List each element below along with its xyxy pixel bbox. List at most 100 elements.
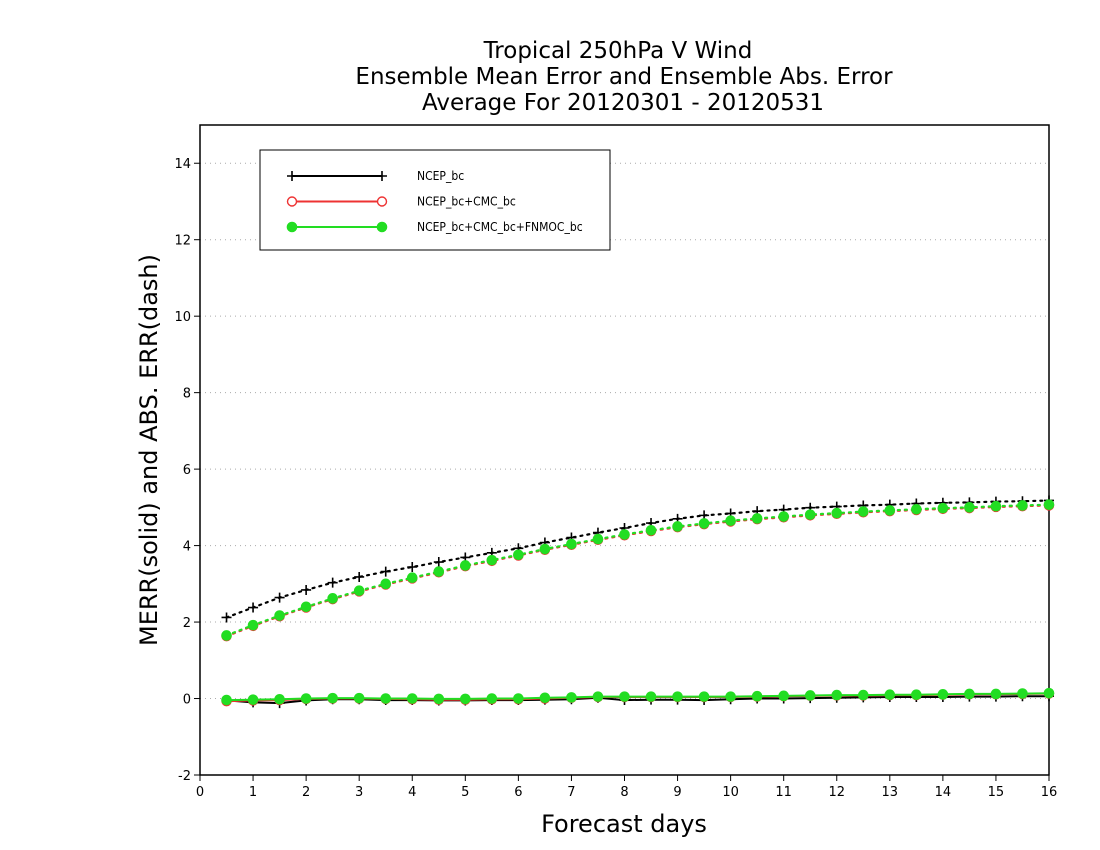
x-tick-label: 12 xyxy=(828,785,845,800)
data-point-circle-filled xyxy=(937,689,949,700)
data-point-circle-filled xyxy=(433,566,445,577)
data-point-circle-filled xyxy=(539,543,551,555)
data-point-circle-filled xyxy=(566,692,577,703)
data-point-circle-filled xyxy=(619,529,630,540)
data-point-circle-filled xyxy=(286,221,298,233)
x-tick-label: 7 xyxy=(567,785,575,800)
data-point-plus xyxy=(407,562,418,572)
x-tick-label: 14 xyxy=(935,785,952,800)
y-tick-label: 8 xyxy=(183,387,191,402)
y-tick-label: 10 xyxy=(174,310,191,325)
data-point-circle-filled xyxy=(672,521,683,532)
title-line-1: Tropical 250hPa V Wind xyxy=(483,38,753,64)
data-point-circle-filled xyxy=(1043,499,1055,510)
data-point-circle-filled xyxy=(380,578,392,590)
data-point-circle-filled xyxy=(645,524,657,536)
data-point-circle-filled xyxy=(486,554,498,566)
x-tick-label: 1 xyxy=(249,785,257,800)
data-point-circle-filled xyxy=(274,693,285,705)
y-tick-label: 2 xyxy=(183,616,191,631)
data-point-circle-filled xyxy=(300,693,312,704)
data-point-circle-filled xyxy=(831,507,843,519)
data-point-circle-filled xyxy=(247,619,259,631)
y-tick-label: 4 xyxy=(183,540,191,555)
data-point-plus xyxy=(327,577,338,588)
data-point-plus xyxy=(221,612,232,623)
x-tick-label: 4 xyxy=(408,785,416,800)
data-point-circle-filled xyxy=(460,693,471,705)
legend-label: NCEP_bc+CMC_bc xyxy=(417,195,516,209)
data-point-circle-filled xyxy=(725,515,736,527)
title-line-3: Average For 20120301 - 20120531 xyxy=(422,90,824,116)
data-point-circle-filled xyxy=(804,690,816,701)
x-tick-label: 8 xyxy=(620,785,628,800)
data-point-plus xyxy=(274,592,285,603)
data-point-circle-filled xyxy=(539,692,551,704)
y-tick-label: 14 xyxy=(174,157,191,172)
x-tick-label: 2 xyxy=(302,785,310,800)
y-tick-label: 12 xyxy=(174,234,191,249)
data-point-circle-filled xyxy=(221,694,232,706)
data-point-circle-filled xyxy=(221,630,232,641)
data-point-circle-filled xyxy=(1017,500,1028,511)
data-point-circle-filled xyxy=(300,601,312,613)
data-point-circle-filled xyxy=(433,693,445,705)
data-point-circle-filled xyxy=(778,690,789,702)
y-axis-label: MERR(solid) and ABS. ERR(dash) xyxy=(135,254,163,646)
data-point-circle-filled xyxy=(274,610,285,621)
data-point-circle-filled xyxy=(964,502,975,513)
data-point-plus xyxy=(248,602,259,613)
data-point-circle-filled xyxy=(937,502,949,514)
data-point-circle-filled xyxy=(778,511,789,522)
data-point-circle-filled xyxy=(460,560,471,571)
data-point-circle-filled xyxy=(353,692,365,704)
legend-label: NCEP_bc xyxy=(417,169,464,183)
legend-box xyxy=(259,149,611,251)
x-tick-label: 0 xyxy=(196,785,204,800)
data-point-circle-filled xyxy=(327,692,338,704)
x-tick-label: 3 xyxy=(355,785,363,800)
data-point-circle-filled xyxy=(857,689,869,701)
series-3-abs-err-line xyxy=(225,503,1051,637)
data-point-circle-filled xyxy=(1017,688,1028,699)
data-point-circle-filled xyxy=(698,518,710,529)
legend: NCEP_bc NCEP_bc+CMC_bc NCEP_bc+CMC_bc+FNMO… xyxy=(259,149,611,251)
data-point-circle-filled xyxy=(380,693,392,704)
data-point-circle-filled xyxy=(964,688,975,700)
data-point-circle-filled xyxy=(406,693,418,704)
data-point-circle-filled xyxy=(566,538,577,550)
data-point-circle-filled xyxy=(406,572,418,584)
data-point-circle-filled xyxy=(990,500,1002,512)
x-tick-label: 13 xyxy=(882,785,899,800)
data-point-plus xyxy=(301,584,312,595)
x-tick-label: 9 xyxy=(673,785,681,800)
x-tick-label: 15 xyxy=(988,785,1005,800)
data-point-circle-filled xyxy=(751,513,763,524)
data-point-circle-filled xyxy=(513,549,524,561)
data-point-circle-filled xyxy=(911,689,922,701)
data-point-circle-filled xyxy=(698,691,710,702)
series-1-abs-err-line xyxy=(225,499,1051,619)
y-tick-label: -2 xyxy=(178,769,191,784)
data-point-circle-filled xyxy=(619,691,630,702)
data-point-plus xyxy=(287,171,297,181)
data-point-circle-filled xyxy=(804,509,816,520)
data-point-plus xyxy=(380,566,391,577)
data-point-circle-filled xyxy=(327,593,338,604)
data-point-circle-filled xyxy=(513,693,524,704)
data-point-circle-filled xyxy=(1043,687,1055,699)
data-point-circle-filled xyxy=(247,694,259,705)
data-point-circle-filled xyxy=(751,690,763,702)
data-point-plus xyxy=(433,557,444,568)
data-point-circle-filled xyxy=(376,221,388,233)
data-point-plus xyxy=(377,171,387,181)
data-point-circle-filled xyxy=(884,505,896,516)
data-point-circle-filled xyxy=(831,689,843,701)
x-tick-label: 5 xyxy=(461,785,469,800)
data-point-circle-filled xyxy=(884,689,896,701)
y-tick-label: 0 xyxy=(183,693,191,708)
data-point-circle-filled xyxy=(645,691,657,702)
data-point-circle-filled xyxy=(592,533,604,545)
